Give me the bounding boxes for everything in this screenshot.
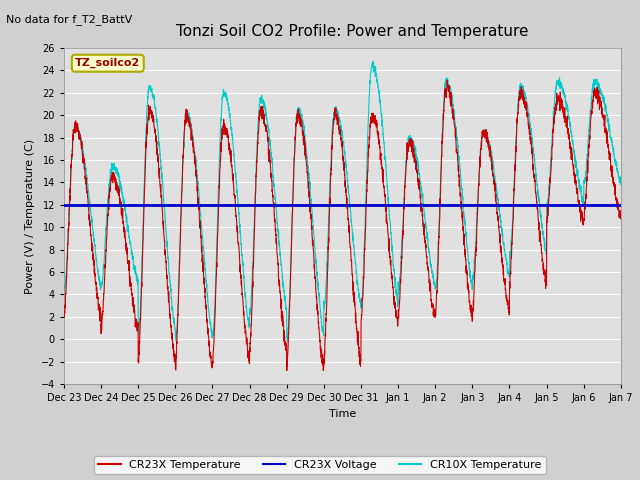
X-axis label: Time: Time [329,408,356,419]
Text: Tonzi Soil CO2 Profile: Power and Temperature: Tonzi Soil CO2 Profile: Power and Temper… [176,24,528,39]
Text: No data for f_T2_BattV: No data for f_T2_BattV [6,14,132,25]
Text: TZ_soilco2: TZ_soilco2 [75,58,140,68]
Y-axis label: Power (V) / Temperature (C): Power (V) / Temperature (C) [25,138,35,294]
Legend: CR23X Temperature, CR23X Voltage, CR10X Temperature: CR23X Temperature, CR23X Voltage, CR10X … [94,456,546,474]
